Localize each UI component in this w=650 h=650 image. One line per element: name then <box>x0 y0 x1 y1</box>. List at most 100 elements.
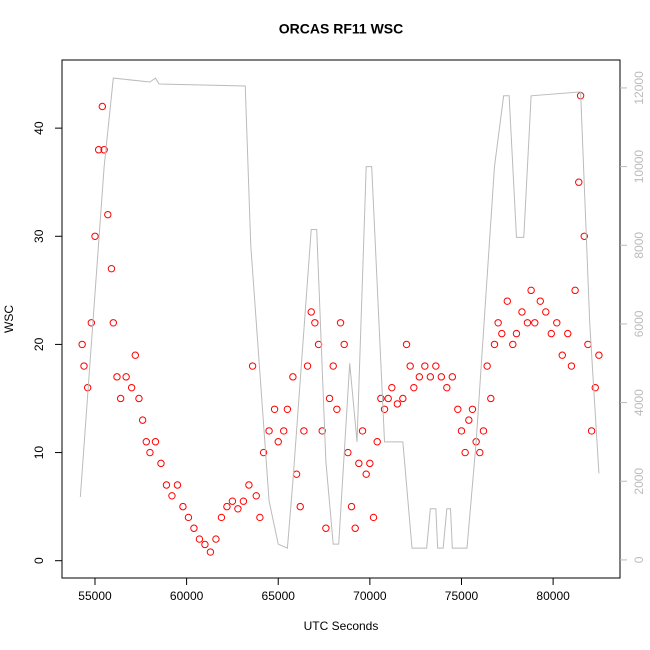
point <box>300 427 308 435</box>
point <box>135 394 143 403</box>
point <box>245 481 253 489</box>
point <box>318 427 326 435</box>
point <box>179 502 187 511</box>
point <box>206 548 215 556</box>
point <box>322 524 330 532</box>
point <box>369 513 378 522</box>
point <box>116 394 125 403</box>
point <box>87 319 96 327</box>
point <box>362 470 370 478</box>
point <box>344 448 352 457</box>
point <box>393 400 402 408</box>
point <box>509 340 517 349</box>
point <box>333 405 341 413</box>
point <box>547 329 555 338</box>
point <box>190 524 198 532</box>
point <box>553 319 561 327</box>
y-axis-label: WSC <box>2 305 16 333</box>
point <box>461 448 469 457</box>
point <box>421 362 429 370</box>
point <box>228 497 237 505</box>
point <box>113 373 121 381</box>
point <box>402 340 411 349</box>
x-tick-label: 70000 <box>353 589 387 603</box>
point <box>274 438 282 446</box>
plot-box <box>61 59 621 579</box>
y-tick-label: 0 <box>32 557 46 564</box>
point <box>351 524 359 532</box>
point <box>377 394 385 403</box>
point <box>296 502 304 511</box>
point <box>595 351 603 359</box>
x-tick-label: 65000 <box>262 589 296 603</box>
point <box>157 459 165 468</box>
point <box>567 362 576 370</box>
point <box>454 405 462 413</box>
point <box>432 362 440 370</box>
x-tick-label: 75000 <box>445 589 479 603</box>
point <box>107 265 116 273</box>
point <box>415 373 424 381</box>
point <box>487 394 495 403</box>
chart-title: ORCAS RF11 WSC <box>279 21 403 37</box>
point <box>78 340 86 349</box>
y2-tick-label: 4000 <box>632 389 646 416</box>
point <box>399 394 407 403</box>
point <box>173 481 182 489</box>
point <box>98 102 107 111</box>
point <box>127 383 136 392</box>
point <box>542 308 550 316</box>
point <box>358 427 367 435</box>
y2-tick-label: 0 <box>632 556 646 563</box>
point <box>527 286 535 295</box>
point <box>564 329 572 338</box>
point <box>465 416 473 424</box>
point <box>280 427 288 435</box>
point <box>270 405 279 413</box>
y2-tick-label: 12000 <box>632 71 646 105</box>
point <box>142 438 150 446</box>
point <box>151 438 160 446</box>
point <box>373 438 381 446</box>
point <box>265 427 273 435</box>
point <box>289 373 297 381</box>
point <box>498 329 506 338</box>
x-tick-label: 60000 <box>170 589 204 603</box>
x-axis-label: UTC Seconds <box>304 619 379 633</box>
point <box>457 427 466 435</box>
y-tick-label: 40 <box>32 121 46 135</box>
y-tick-label: 10 <box>32 446 46 460</box>
point <box>223 502 231 511</box>
point <box>239 497 248 505</box>
point <box>138 416 147 424</box>
y-tick-label: 30 <box>32 229 46 243</box>
point <box>195 535 204 543</box>
x-tick-label: 55000 <box>78 589 112 603</box>
point <box>146 448 154 457</box>
point <box>109 319 118 327</box>
point <box>168 492 176 500</box>
point <box>591 383 599 392</box>
point <box>212 535 220 543</box>
point <box>131 351 140 359</box>
point <box>523 319 532 327</box>
y2-tick-label: 6000 <box>632 310 646 337</box>
point <box>468 405 477 413</box>
point <box>380 405 389 413</box>
point <box>575 178 583 186</box>
point <box>426 373 435 381</box>
point <box>80 362 88 370</box>
point <box>248 362 257 370</box>
point <box>531 319 539 327</box>
point <box>437 373 446 381</box>
point <box>503 297 512 305</box>
y2-tick-label: 2000 <box>632 468 646 495</box>
y2-tick-label: 8000 <box>632 232 646 259</box>
point <box>122 373 130 381</box>
point <box>384 394 392 403</box>
point <box>307 308 315 316</box>
point <box>283 405 292 413</box>
point <box>347 502 356 511</box>
point <box>162 481 171 489</box>
point <box>303 362 312 370</box>
